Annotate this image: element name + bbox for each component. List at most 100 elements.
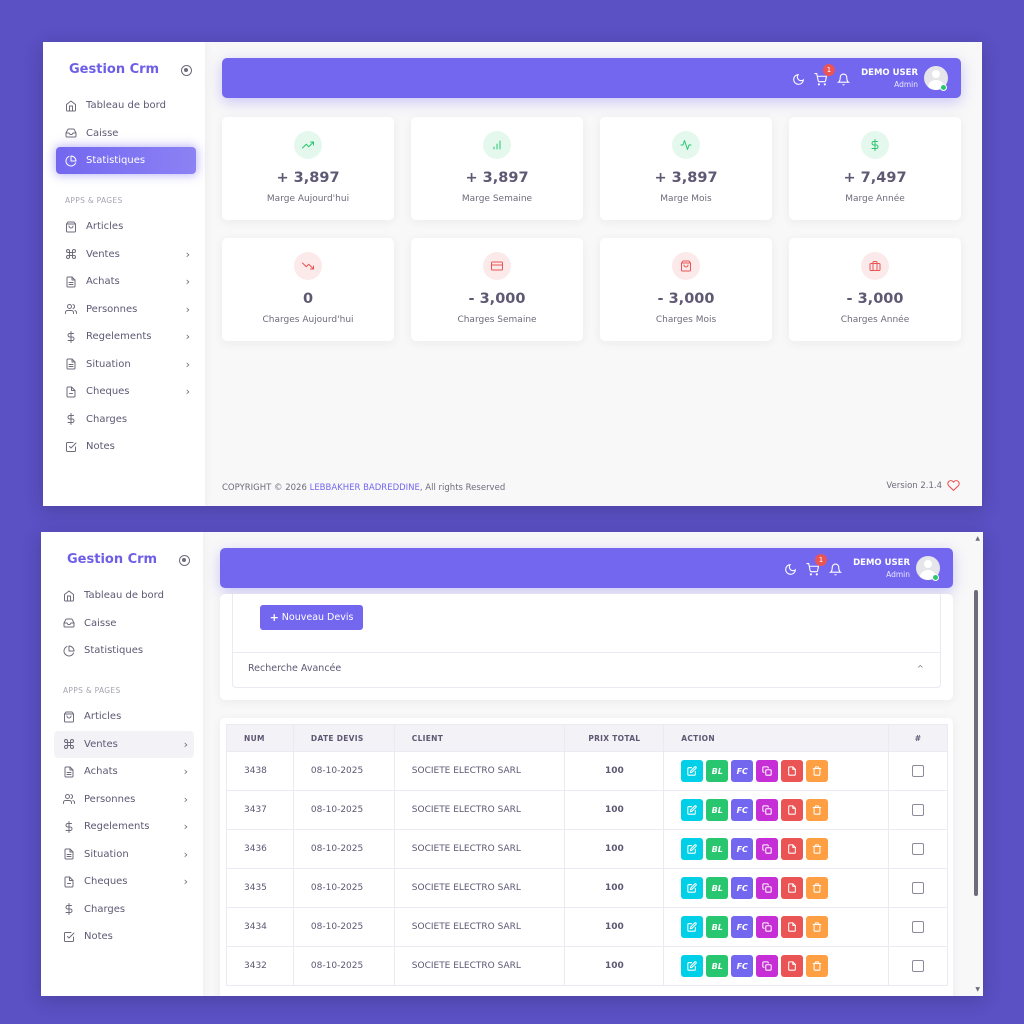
pdf-icon[interactable] (781, 916, 804, 938)
chevron-right-icon: › (185, 330, 190, 343)
table-row[interactable]: 3437 08-10-2025 SOCIETE ELECTRO SARL 100 BL F… (226, 790, 948, 830)
sidebar-item-ventes[interactable]: Ventes › (56, 241, 196, 268)
column-header[interactable]: ACTION (663, 724, 890, 752)
column-header[interactable]: # (888, 724, 948, 752)
sidebar-item-charges[interactable]: Charges (54, 896, 194, 923)
collapse-toggle-icon[interactable] (181, 65, 192, 76)
row-checkbox[interactable] (912, 804, 925, 816)
fc-button[interactable]: FC (731, 916, 754, 938)
copy-icon[interactable] (756, 838, 779, 860)
column-header[interactable]: PRIX TOTAL (564, 724, 665, 752)
sidebar-item-achats[interactable]: Achats › (56, 268, 196, 295)
pdf-icon[interactable] (781, 877, 804, 899)
trash-icon[interactable] (806, 955, 829, 977)
sidebar-item-ventes[interactable]: Ventes › (54, 730, 194, 758)
sidebar-item-cheques[interactable]: Cheques › (54, 868, 194, 895)
edit-icon[interactable] (681, 799, 704, 821)
scroll-up-arrow[interactable]: ▲ (975, 535, 980, 542)
table-row[interactable]: 3438 08-10-2025 SOCIETE ELECTRO SARL 100 BL F… (226, 751, 948, 791)
sidebar-item-tableau-de-bord[interactable]: Tableau de bord (54, 582, 194, 609)
copy-icon[interactable] (756, 955, 779, 977)
row-checkbox[interactable] (912, 843, 925, 855)
table-row[interactable]: 3432 08-10-2025 SOCIETE ELECTRO SARL 100 BL F… (226, 946, 948, 986)
cart-icon[interactable]: 1 (806, 554, 827, 576)
pdf-icon[interactable] (781, 955, 804, 977)
sidebar-item-situation[interactable]: Situation › (54, 841, 194, 868)
edit-icon[interactable] (681, 877, 704, 899)
fc-button[interactable]: FC (731, 955, 754, 977)
scroll-down-arrow[interactable]: ▼ (975, 986, 980, 993)
column-header[interactable]: NUM (226, 724, 294, 752)
edit-icon[interactable] (681, 760, 704, 782)
copy-icon[interactable] (756, 799, 779, 821)
edit-icon[interactable] (681, 955, 704, 977)
row-checkbox[interactable] (912, 882, 925, 894)
new-devis-button[interactable]: + Nouveau Devis (260, 605, 363, 630)
cart-icon[interactable]: 1 (814, 64, 835, 86)
edit-icon[interactable] (681, 916, 704, 938)
sidebar-item-statistiques[interactable]: Statistiques (54, 637, 194, 664)
edit-icon[interactable] (681, 838, 704, 860)
pdf-icon[interactable] (781, 838, 804, 860)
bell-icon[interactable] (836, 71, 851, 86)
row-checkbox[interactable] (912, 765, 925, 777)
chevron-up-icon[interactable]: ^ (917, 664, 924, 673)
pdf-icon[interactable] (781, 760, 804, 782)
row-checkbox[interactable] (912, 960, 925, 972)
fc-button[interactable]: FC (731, 799, 754, 821)
sidebar-item-statistiques[interactable]: Statistiques (56, 147, 196, 174)
bl-button[interactable]: BL (706, 916, 729, 938)
copy-icon[interactable] (756, 877, 779, 899)
sidebar-item-articles[interactable]: Articles (56, 213, 196, 240)
bl-button[interactable]: BL (706, 955, 729, 977)
sidebar-item-charges[interactable]: Charges (56, 406, 196, 433)
trash-icon[interactable] (806, 799, 829, 821)
collapse-toggle-icon[interactable] (179, 555, 190, 566)
sidebar-item-regelements[interactable]: Regelements › (54, 813, 194, 840)
sidebar-item-achats[interactable]: Achats › (54, 758, 194, 785)
column-header[interactable]: DATE DEVIS (292, 724, 395, 752)
table-row[interactable]: 3435 08-10-2025 SOCIETE ELECTRO SARL 100 BL F… (226, 868, 948, 908)
copyright-suffix: , All rights Reserved (419, 483, 506, 493)
sidebar-item-personnes[interactable]: Personnes › (56, 296, 196, 323)
pdf-icon[interactable] (781, 799, 804, 821)
bell-icon[interactable] (828, 561, 843, 576)
trash-icon[interactable] (806, 916, 829, 938)
bl-button[interactable]: BL (706, 877, 729, 899)
scrollbar-thumb[interactable] (974, 590, 978, 896)
moon-icon[interactable] (792, 71, 805, 85)
sidebar-item-tableau-de-bord[interactable]: Tableau de bord (56, 92, 196, 119)
table-row[interactable]: 3434 08-10-2025 SOCIETE ELECTRO SARL 100 BL F… (226, 907, 948, 947)
sidebar-item-notes[interactable]: Notes (54, 923, 194, 950)
trash-icon[interactable] (806, 838, 829, 860)
fc-button[interactable]: FC (731, 760, 754, 782)
bl-button[interactable]: BL (706, 760, 729, 782)
sidebar-item-cheques[interactable]: Cheques › (56, 378, 196, 405)
bl-button[interactable]: BL (706, 838, 729, 860)
row-checkbox[interactable] (912, 921, 925, 933)
sidebar-item-articles[interactable]: Articles (54, 703, 194, 730)
trash-icon[interactable] (806, 877, 829, 899)
user-name[interactable]: DEMO USER (853, 558, 910, 568)
sidebar-item-situation[interactable]: Situation › (56, 351, 196, 378)
sidebar-item-regelements[interactable]: Regelements › (56, 323, 196, 350)
advanced-search-toggle[interactable]: Recherche Avancée (248, 663, 342, 674)
cell-select (888, 790, 948, 830)
copy-icon[interactable] (756, 916, 779, 938)
column-header[interactable]: CLIENT (393, 724, 566, 752)
sidebar-item-caisse[interactable]: Caisse (56, 120, 196, 147)
copy-icon[interactable] (756, 760, 779, 782)
trash-icon[interactable] (806, 760, 829, 782)
table-row[interactable]: 3436 08-10-2025 SOCIETE ELECTRO SARL 100 BL F… (226, 829, 948, 869)
sidebar-item-caisse[interactable]: Caisse (54, 610, 194, 637)
author-link[interactable]: LEBBAKHER BADREDDINE (309, 483, 420, 493)
brand-logo[interactable]: Gestion Crm (69, 62, 160, 77)
brand-logo[interactable]: Gestion Crm (67, 552, 158, 567)
fc-button[interactable]: FC (731, 877, 754, 899)
sidebar-item-personnes[interactable]: Personnes › (54, 786, 194, 813)
sidebar-item-notes[interactable]: Notes (56, 433, 196, 460)
fc-button[interactable]: FC (731, 838, 754, 860)
user-name[interactable]: DEMO USER (861, 68, 918, 78)
moon-icon[interactable] (784, 561, 797, 575)
bl-button[interactable]: BL (706, 799, 729, 821)
